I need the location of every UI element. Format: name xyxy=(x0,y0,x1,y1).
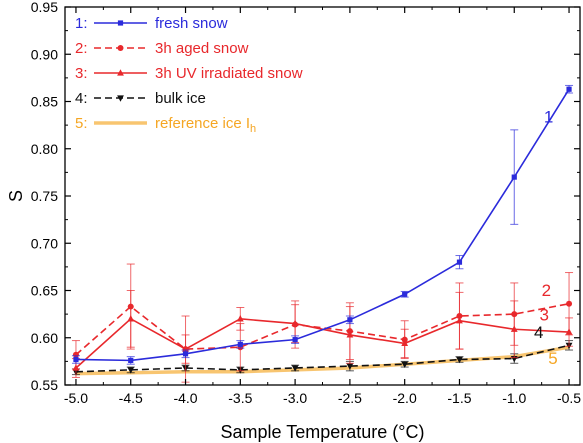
data-point-aged-snow xyxy=(182,346,189,353)
y-tick-label: 0.55 xyxy=(31,377,58,393)
data-point-aged-snow xyxy=(456,313,463,320)
curve-label-fresh-snow: 1 xyxy=(544,107,553,126)
series-fresh-snow xyxy=(71,84,574,365)
data-point-aged-snow xyxy=(346,328,353,335)
data-point-aged-snow xyxy=(566,300,573,307)
data-point-fresh-snow xyxy=(347,317,353,323)
series-line-bulk-ice xyxy=(75,344,570,373)
legend-number: 2: xyxy=(75,40,88,57)
data-point-fresh-snow xyxy=(566,86,572,92)
y-tick-label: 0.95 xyxy=(31,0,58,15)
y-tick-label: 0.60 xyxy=(31,330,58,346)
series-aged-snow xyxy=(71,263,574,383)
legend-label-subscript: h xyxy=(250,123,256,135)
series-line-fresh-snow xyxy=(75,88,570,362)
y-tick-label: 0.70 xyxy=(31,235,58,251)
x-tick-label: -3.0 xyxy=(283,390,307,406)
data-point-aged-snow xyxy=(292,321,299,328)
data-point-fresh-snow xyxy=(73,356,79,363)
legend-label: fresh snow xyxy=(155,15,228,32)
plot-layer: 1 2 345 xyxy=(71,84,574,383)
curve-label-bulk-ice: 4 xyxy=(534,323,543,342)
x-axis-title: Sample Temperature (°C) xyxy=(221,422,425,442)
y-tick-label: 0.65 xyxy=(31,283,58,299)
legend-label: reference ice Ih xyxy=(155,115,256,135)
curve-label-reference-ice: 5 xyxy=(548,349,557,368)
legend: 1: fresh snow 2: 3h aged snow 3: 3h UV irradi… xyxy=(75,15,303,135)
x-tick-label: -1.5 xyxy=(447,390,471,406)
data-point-fresh-snow xyxy=(456,259,463,265)
data-point-bulk-ice xyxy=(127,367,135,374)
legend-item-uv-snow: 3: 3h UV irradiated snow xyxy=(75,65,303,82)
legend-item-reference-ice: 5: reference ice Ih xyxy=(75,115,256,135)
data-point-fresh-snow xyxy=(182,351,189,357)
y-tick-label: 0.90 xyxy=(31,46,58,62)
data-point-bulk-ice xyxy=(346,363,354,370)
legend-number: 5: xyxy=(75,115,88,132)
legend-item-aged-snow: 2: 3h aged snow xyxy=(75,40,249,57)
curve-label-aged-snow: 2 xyxy=(542,281,551,300)
data-point-aged-snow xyxy=(511,311,518,318)
legend-item-bulk-ice: 4: bulk ice xyxy=(75,90,206,107)
legend-number: 4: xyxy=(75,90,88,107)
x-tick-label: -2.5 xyxy=(338,390,362,406)
legend-label: 3h aged snow xyxy=(155,40,249,57)
axes-layer: -5.0 -4.5 -4.0 -3.5 -3.0 -2.5 -2.0 -1.5 -1.0 -0.5… xyxy=(31,0,582,406)
series-line-aged-snow xyxy=(75,302,570,356)
data-point-uv-snow xyxy=(236,315,244,322)
legend-swatch-marker xyxy=(117,45,124,51)
y-tick-label: 0.75 xyxy=(31,188,58,204)
legend-swatch-marker xyxy=(117,95,124,102)
legend-label: 3h UV irradiated snow xyxy=(155,65,303,82)
legend-swatch-marker xyxy=(117,69,124,76)
x-tick-label: -1.0 xyxy=(502,390,526,406)
y-tick-label: 0.80 xyxy=(31,141,58,157)
data-point-bulk-ice xyxy=(291,365,299,372)
legend-label: bulk ice xyxy=(155,90,206,107)
data-point-fresh-snow xyxy=(511,174,517,180)
x-tick-label: -4.0 xyxy=(173,390,197,406)
data-point-bulk-ice xyxy=(456,356,463,364)
data-point-aged-snow xyxy=(401,336,408,343)
data-point-bulk-ice xyxy=(401,361,409,369)
legend-item-fresh-snow: 1: fresh snow xyxy=(75,15,228,32)
legend-number: 3: xyxy=(75,65,88,82)
x-tick-label: -4.5 xyxy=(119,390,143,406)
data-point-aged-snow xyxy=(127,303,134,310)
legend-swatch-marker xyxy=(117,20,124,26)
y-tick-label: 0.85 xyxy=(31,94,58,110)
x-tick-label: -5.0 xyxy=(64,390,88,406)
data-point-fresh-snow xyxy=(128,357,134,364)
data-point-fresh-snow xyxy=(237,341,243,347)
x-tick-label: -3.5 xyxy=(228,390,252,406)
data-point-aged-snow xyxy=(72,351,79,358)
x-tick-label: -0.5 xyxy=(557,390,581,406)
data-point-fresh-snow xyxy=(292,337,298,343)
data-point-fresh-snow xyxy=(402,291,408,297)
x-tick-label: -2.0 xyxy=(393,390,417,406)
y-axis-title: S xyxy=(6,190,26,202)
curve-label-uv-snow: 3 xyxy=(539,306,548,325)
legend-number: 1: xyxy=(75,15,88,32)
